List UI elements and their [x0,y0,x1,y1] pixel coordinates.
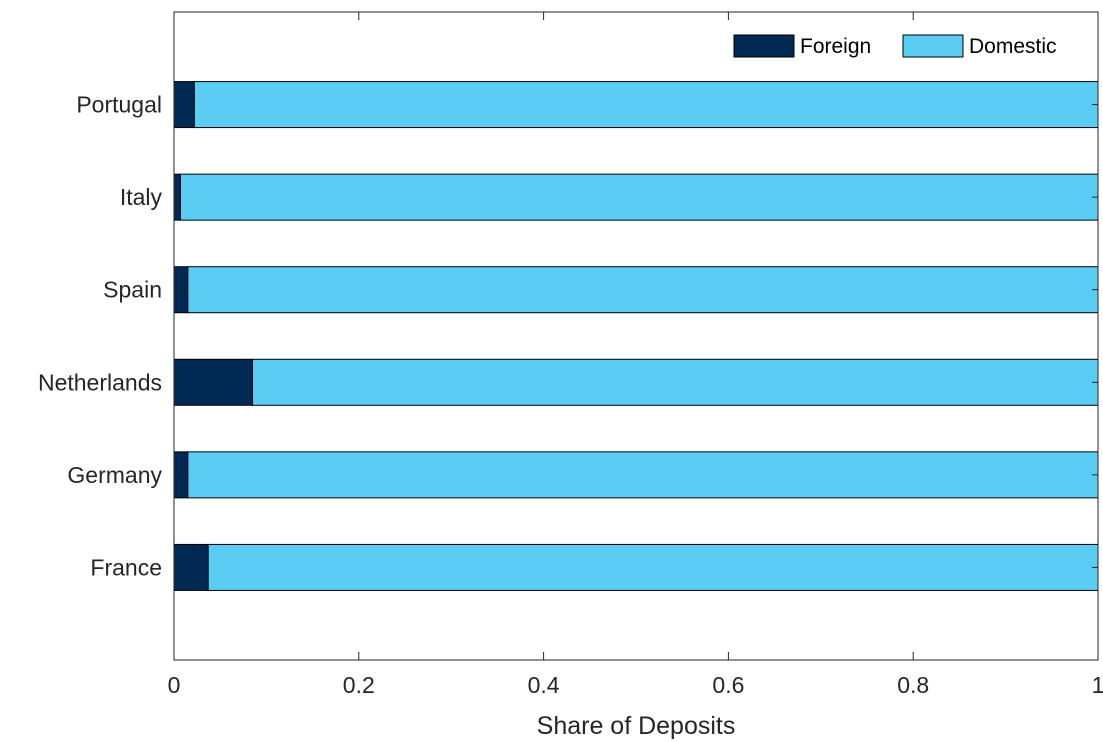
bar-domestic-italy [179,173,1099,221]
legend-swatch-domestic [902,34,964,58]
legend-swatch-foreign [733,34,795,58]
bar-domestic-spain [187,266,1099,314]
y-tick-label: Spain [103,277,162,303]
x-tick-label: 0.4 [528,672,560,698]
x-tick-label: 1 [1092,672,1103,698]
y-tick-label: France [90,554,162,580]
y-tick-label: Netherlands [38,369,162,395]
x-tick-label: 0 [168,672,181,698]
x-axis-title: Share of Deposits [537,712,736,740]
bar-domestic-germany [187,451,1099,499]
x-tick-labels: 0 0.2 0.4 0.6 0.8 1 [168,12,1103,698]
x-tick-label: 0.2 [343,672,375,698]
y-tick-label: Germany [67,462,162,488]
x-tick-label: 0.8 [897,672,929,698]
y-tick-label: Portugal [76,92,162,118]
legend-label-foreign: Foreign [800,35,871,58]
y-tick-label: Italy [120,184,163,210]
bar-domestic-netherlands [252,358,1099,406]
bar-domestic-france [207,543,1099,591]
bars-group [173,81,1099,591]
bar-domestic-portugal [193,81,1099,129]
y-tick-labels: France Germany Netherlands Spain Italy Portug… [38,92,1098,580]
bar-foreign-netherlands [173,358,254,406]
x-tick-label: 0.6 [712,672,744,698]
legend-label-domestic: Domestic [969,35,1057,58]
legend: Foreign Domestic [733,34,1057,58]
plot-frame [173,11,1099,661]
